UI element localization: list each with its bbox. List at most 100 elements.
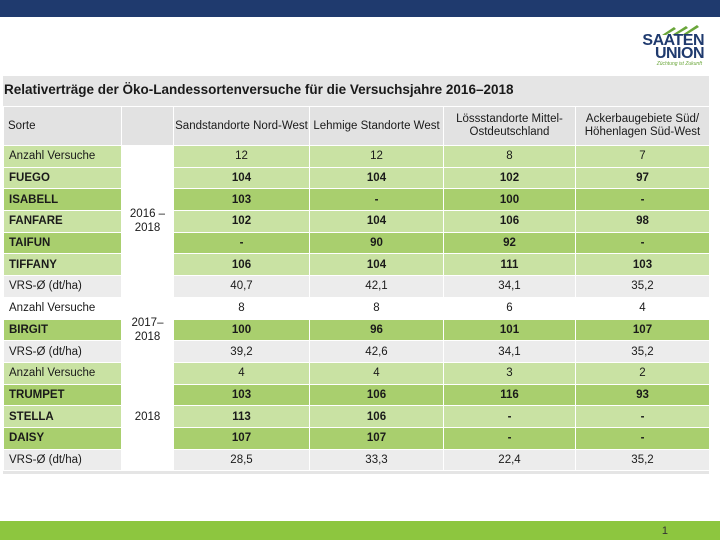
- row-label: Anzahl Versuche: [3, 296, 122, 320]
- table-row: BIRGIT 100 96 101 107: [3, 318, 710, 342]
- variety-name: TAIFUN: [3, 231, 122, 255]
- cell-value: 22,4: [443, 448, 576, 472]
- table-row: VRS-Ø (dt/ha) 28,5 33,3 22,4 35,2: [3, 448, 710, 472]
- cell-value: 106: [309, 405, 444, 428]
- cell-value: 106: [173, 253, 310, 277]
- cell-value: 12: [309, 145, 444, 168]
- logo-word-union: UNION: [654, 45, 705, 62]
- cell-value: 113: [173, 405, 310, 428]
- year-range-label: 2016 – 2018: [121, 145, 174, 298]
- header-acker-sued: Ackerbaugebiete Süd/ Höhenlagen Süd-West: [575, 106, 710, 146]
- cell-value: 116: [443, 383, 576, 407]
- cell-value: -: [443, 426, 576, 450]
- cell-value: 104: [309, 210, 444, 233]
- row-label: VRS-Ø (dt/ha): [3, 448, 122, 472]
- cell-value: 103: [173, 188, 310, 212]
- cell-value: -: [575, 405, 710, 428]
- row-label: VRS-Ø (dt/ha): [3, 275, 122, 298]
- cell-value: 111: [443, 253, 576, 277]
- variety-name: DAISY: [3, 426, 122, 450]
- cell-value: -: [575, 426, 710, 450]
- variety-name: ISABELL: [3, 188, 122, 212]
- logo-tagline: Züchtung ist Zukunft: [656, 61, 702, 67]
- cell-value: 100: [173, 318, 310, 342]
- cell-value: 35,2: [575, 275, 710, 298]
- table-row: VRS-Ø (dt/ha) 40,7 42,1 34,1 35,2: [3, 275, 710, 298]
- row-label: Anzahl Versuche: [3, 145, 122, 168]
- cell-value: 102: [443, 166, 576, 190]
- row-label: Anzahl Versuche: [3, 361, 122, 385]
- logo-swoosh-icon: [662, 25, 699, 35]
- cell-value: 106: [443, 210, 576, 233]
- cell-value: 104: [309, 253, 444, 277]
- cell-value: 39,2: [173, 340, 310, 363]
- table-row: FANFARE 102 104 106 98: [3, 210, 710, 233]
- variety-name: TIFFANY: [3, 253, 122, 277]
- cell-value: 35,2: [575, 340, 710, 363]
- header-lehm-west: Lehmige Standorte West: [309, 106, 444, 146]
- cell-value: 8: [173, 296, 310, 320]
- cell-value: -: [173, 231, 310, 255]
- cell-value: 12: [173, 145, 310, 168]
- cell-value: 34,1: [443, 340, 576, 363]
- table-row: TAIFUN - 90 92 -: [3, 231, 710, 255]
- cell-value: -: [575, 188, 710, 212]
- cell-value: -: [575, 231, 710, 255]
- cell-value: 8: [309, 296, 444, 320]
- header-sand-nw: Sandstandorte Nord-West: [173, 106, 310, 146]
- cell-value: 42,1: [309, 275, 444, 298]
- variety-name: BIRGIT: [3, 318, 122, 342]
- year-range-label: 2017– 2018: [121, 296, 174, 363]
- row-label: VRS-Ø (dt/ha): [3, 340, 122, 363]
- cell-value: 107: [309, 426, 444, 450]
- table-title: Relativerträge der Öko-Landessortenversu…: [4, 82, 514, 97]
- table-row: VRS-Ø (dt/ha) 39,2 42,6 34,1 35,2: [3, 340, 710, 363]
- cell-value: 100: [443, 188, 576, 212]
- top-header-bar: [0, 0, 720, 17]
- cell-value: 7: [575, 145, 710, 168]
- cell-value: 101: [443, 318, 576, 342]
- cell-value: 106: [309, 383, 444, 407]
- year-range-label: 2018: [121, 361, 174, 472]
- header-sorte: Sorte: [3, 106, 122, 146]
- cell-value: 92: [443, 231, 576, 255]
- cell-value: 34,1: [443, 275, 576, 298]
- cell-value: 42,6: [309, 340, 444, 363]
- cell-value: 93: [575, 383, 710, 407]
- cell-value: 104: [309, 166, 444, 190]
- cell-value: 97: [575, 166, 710, 190]
- table-row: TRUMPET 103 106 116 93: [3, 383, 710, 407]
- table-row: Anzahl Versuche 2018 4 4 3 2: [3, 361, 710, 472]
- cell-value: 107: [575, 318, 710, 342]
- cell-value: 107: [173, 426, 310, 450]
- cell-value: 33,3: [309, 448, 444, 472]
- table-row: Anzahl Versuche 2016 – 2018 12 12 8 7: [3, 145, 710, 298]
- cell-value: 104: [173, 166, 310, 190]
- table-row: Anzahl Versuche 2017– 2018 8 8 6 4: [3, 296, 710, 363]
- cell-value: 35,2: [575, 448, 710, 472]
- cell-value: 103: [173, 383, 310, 407]
- variety-name: STELLA: [3, 405, 122, 428]
- table-row: TIFFANY 106 104 111 103: [3, 253, 710, 277]
- table-row: DAISY 107 107 - -: [3, 426, 710, 450]
- yield-table: Sorte Sandstandorte Nord-West Lehmige St…: [3, 106, 710, 472]
- cell-value: 40,7: [173, 275, 310, 298]
- cell-value: 4: [309, 361, 444, 385]
- logo-word-saaten: SAATEN: [642, 32, 704, 49]
- table-row: ISABELL 103 - 100 -: [3, 188, 710, 212]
- cell-value: 90: [309, 231, 444, 255]
- cell-value: -: [309, 188, 444, 212]
- table-row: STELLA 113 106 - -: [3, 405, 710, 428]
- variety-name: FANFARE: [3, 210, 122, 233]
- cell-value: 98: [575, 210, 710, 233]
- page-number: 1: [661, 525, 668, 537]
- header-years: [121, 106, 174, 146]
- cell-value: 2: [575, 361, 710, 385]
- cell-value: 4: [575, 296, 710, 320]
- cell-value: 3: [443, 361, 576, 385]
- cell-value: 102: [173, 210, 310, 233]
- table-row: FUEGO 104 104 102 97: [3, 166, 710, 190]
- bottom-footer-bar: [0, 521, 720, 540]
- cell-value: 6: [443, 296, 576, 320]
- header-loess-mo: Lössstandorte Mittel-Ostdeutschland: [443, 106, 576, 146]
